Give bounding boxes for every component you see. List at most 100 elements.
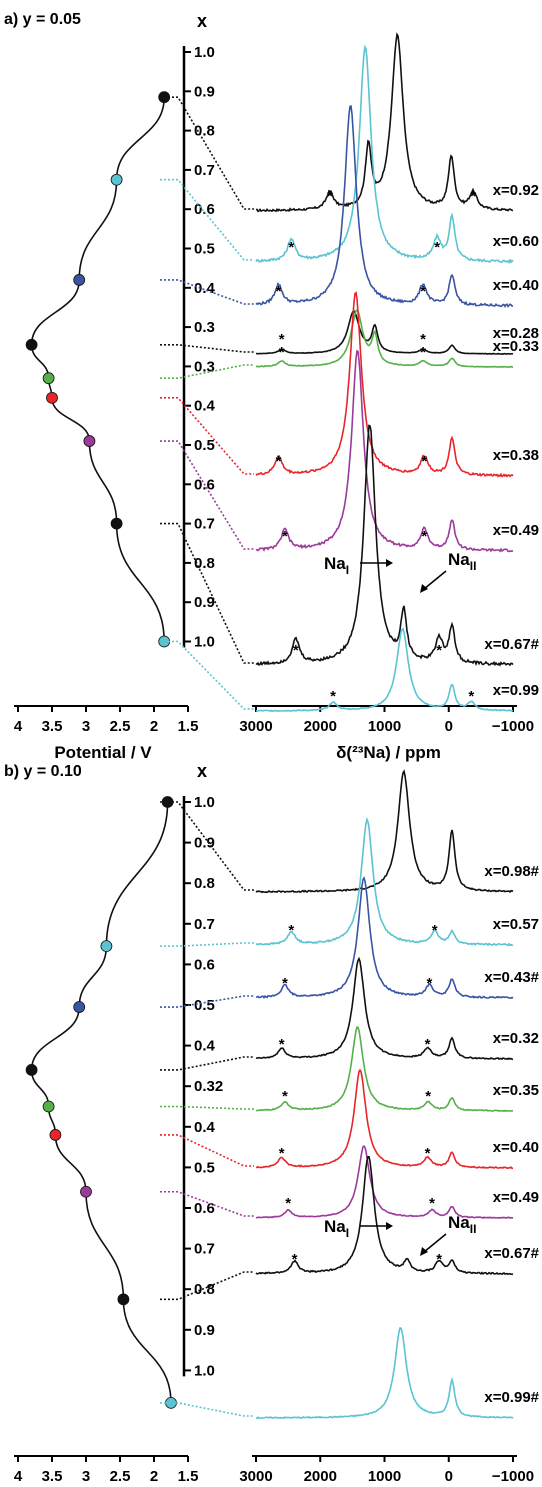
spectrum-trace <box>255 44 514 265</box>
spinning-sideband-marker: * <box>436 1251 442 1268</box>
spectrum-trace <box>256 876 514 1000</box>
ppm-tick-label: 2000 <box>304 1468 337 1485</box>
spectrum-trace <box>255 627 514 713</box>
na1-arrowhead <box>386 1222 393 1230</box>
spinning-sideband-marker: * <box>285 1195 291 1212</box>
ppm-tick-label: 3000 <box>239 718 272 735</box>
spectrum-connector <box>160 1056 254 1071</box>
spectrum-connector <box>160 1105 254 1110</box>
potential-tick-label: 2 <box>150 1468 158 1485</box>
spectrum-label: x=0.99# <box>484 1389 539 1406</box>
state-of-charge-point <box>117 1293 130 1306</box>
x-tick-label: 0.7 <box>194 162 215 179</box>
spinning-sideband-marker: * <box>276 453 282 470</box>
spectrum-connector <box>160 440 254 550</box>
spectrum-label: x=0.40 <box>493 1139 539 1156</box>
spinning-sideband-marker: * <box>327 188 333 205</box>
spinning-sideband-marker: * <box>330 688 336 705</box>
spectrum-trace <box>256 1068 514 1170</box>
x-tick-label: 0.3 <box>194 319 215 336</box>
state-of-charge-point <box>49 1129 62 1141</box>
x-tick-label: 0.9 <box>194 83 215 100</box>
spectrum-label: x=0.49 <box>493 522 539 539</box>
spectrum-trace <box>255 291 514 478</box>
state-of-charge-point <box>80 1185 92 1198</box>
spectrum-label: x=0.40 <box>493 277 539 294</box>
spectrum-label: x=0.98# <box>484 863 539 880</box>
spectrum-label: x=0.57 <box>493 916 539 933</box>
x-tick-label: 0.7 <box>194 1241 215 1258</box>
x-tick-label: 0.4 <box>194 280 216 297</box>
spinning-sideband-marker: * <box>282 975 288 992</box>
x-tick-label: 0.4 <box>194 1038 216 1055</box>
x-tick-label: 0.5 <box>194 1159 215 1176</box>
ppm-tick-label: 1000 <box>368 1468 401 1485</box>
spectrum-trace <box>255 769 514 894</box>
spectrum-connector <box>160 1134 254 1167</box>
x-tick-label: 0.5 <box>194 437 215 454</box>
spectrum-connector <box>160 279 254 305</box>
spectrum-connector <box>160 364 254 379</box>
spinning-sideband-marker: * <box>282 1088 288 1105</box>
state-of-charge-point <box>110 517 123 530</box>
spectrum-label: x=0.92 <box>493 182 539 199</box>
x-axis-title: x <box>197 11 207 31</box>
potential-tick-label: 1.5 <box>178 718 199 735</box>
state-of-charge-point <box>110 173 123 186</box>
spectrum-trace <box>255 1326 514 1420</box>
x-tick-label: 0.5 <box>194 241 215 258</box>
panel-a: x1.00.90.80.70.60.50.40.30.30.40.50.60.7… <box>14 11 540 762</box>
spectrum-connector <box>160 1271 254 1301</box>
na2-arrowhead <box>420 584 428 593</box>
spinning-sideband-marker: * <box>468 688 474 705</box>
panel-b: x 1.0 0.9 0.8 0.7 0.6 0.5 0.4 0.32 0.4 0.5 0.6 0.7 0.… <box>14 761 540 1485</box>
spinning-sideband-marker: * <box>282 528 288 545</box>
potential-tick-label: 3 <box>82 1468 90 1485</box>
state-of-charge-point <box>42 372 55 385</box>
na2-arrow <box>423 1233 447 1253</box>
spectrum-trace <box>255 956 514 1061</box>
potential-tick-label: 1.5 <box>178 1468 199 1485</box>
ppm-tick-label: 0 <box>445 1468 453 1485</box>
spectrum-connector <box>160 343 254 353</box>
state-of-charge-point <box>100 940 113 953</box>
spinning-sideband-marker: * <box>420 331 426 348</box>
x-tick-label: 1.0 <box>194 1362 215 1379</box>
spectrum-trace <box>255 310 514 355</box>
ppm-tick-label: 2000 <box>304 718 337 735</box>
x-tick-label: 0.9 <box>194 594 215 611</box>
ppm-axis-title: δ(²³Na) / ppm <box>336 743 441 762</box>
spectrum-label: x=0.35 <box>493 1082 539 1099</box>
spinning-sideband-marker: * <box>288 239 294 256</box>
x-tick-label: 0.8 <box>194 123 215 140</box>
spectrum-label: x=0.43# <box>484 969 539 986</box>
potential-tick-label: 3.5 <box>42 1468 63 1485</box>
spectrum-label: x=0.49 <box>493 1189 539 1206</box>
na2-label: NaII <box>448 550 476 573</box>
x-tick-label: 0.6 <box>194 956 215 973</box>
spectrum-connector <box>160 1402 254 1417</box>
spectrum-connector <box>160 96 254 210</box>
ppm-tick-label: 1000 <box>368 718 401 735</box>
spectrum-label: x=0.32 <box>493 1030 539 1047</box>
na1-label: NaI <box>324 1217 349 1240</box>
state-of-charge-point <box>42 1100 55 1113</box>
state-of-charge-point <box>73 1001 86 1013</box>
spectrum-trace <box>255 424 514 667</box>
state-of-charge-point <box>83 435 96 447</box>
x-tick-label: 0.3 <box>194 358 215 375</box>
na1-arrowhead <box>386 559 393 567</box>
na2-label: NaII <box>448 1213 476 1236</box>
spinning-sideband-marker: * <box>425 1036 431 1053</box>
spectrum-connector <box>160 942 254 947</box>
x-tick-label: 1.0 <box>194 794 215 811</box>
spinning-sideband-marker: * <box>420 344 426 361</box>
spectrum-label: x=0.67# <box>484 1245 539 1262</box>
x-tick-label: 0.8 <box>194 555 215 572</box>
potential-axis-title: Potential / V <box>54 743 152 762</box>
spectrum-trace <box>255 32 514 213</box>
spectrum-connector <box>160 397 254 475</box>
potential-tick-label: 4 <box>14 1468 23 1485</box>
x-tick-label: 0.8 <box>194 1281 215 1298</box>
